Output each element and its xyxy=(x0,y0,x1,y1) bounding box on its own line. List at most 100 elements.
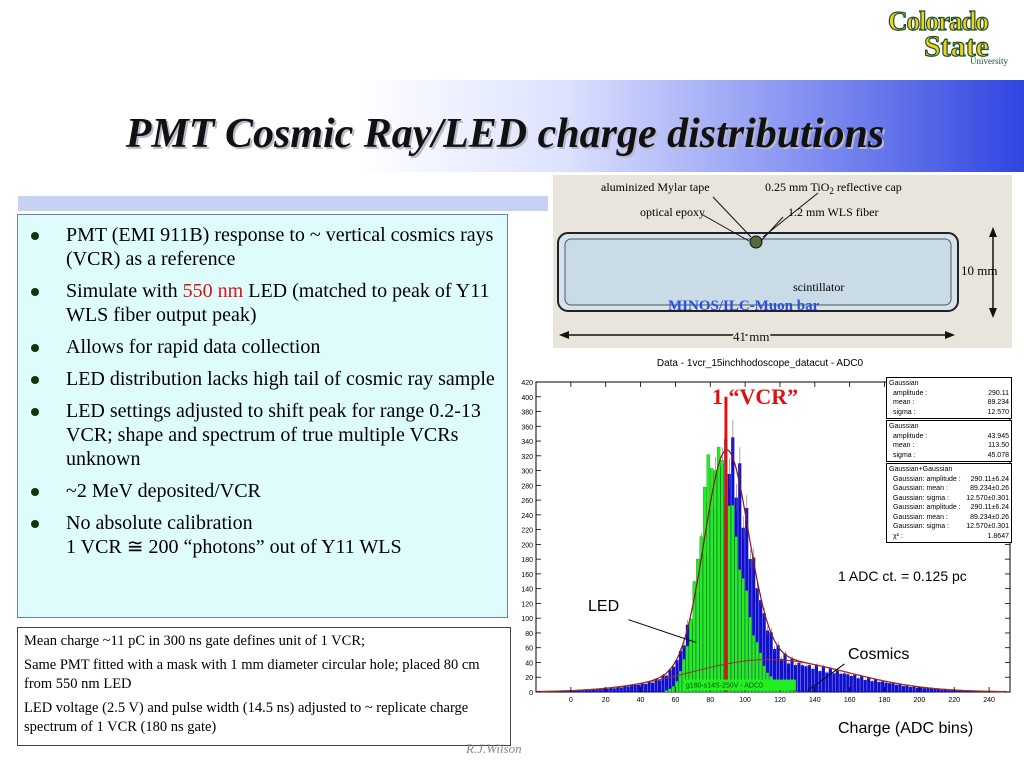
cosmics-bar xyxy=(877,682,881,692)
cosmics-bar xyxy=(605,688,609,692)
led-bar xyxy=(762,665,766,693)
x-tick-label: 100 xyxy=(739,697,751,704)
logo-line-3: University xyxy=(970,56,1008,66)
wls-fiber-icon xyxy=(749,235,763,249)
led-bar xyxy=(741,578,745,693)
cosmics-bar xyxy=(567,690,571,692)
cosmics-bar xyxy=(936,689,940,692)
cosmics-bar xyxy=(860,675,864,692)
cosmics-bar xyxy=(947,690,951,692)
cosmics-bar xyxy=(922,688,927,692)
cosmics-bar xyxy=(971,691,975,692)
cosmics-bar xyxy=(574,690,578,692)
stat-box-fit: Gaussian+Gaussian Gaussian: amplitude :2… xyxy=(886,463,1012,543)
bullet-dot-icon xyxy=(31,232,39,240)
title-band xyxy=(0,80,1024,172)
bullet-item: No absolute calibration 1 VCR ≅ 200 “phot… xyxy=(18,511,507,559)
x-tick-label: 240 xyxy=(983,697,995,704)
bullet-dot-icon xyxy=(31,520,39,528)
cosmics-bar xyxy=(828,668,832,692)
bullet-text: PMT (EMI 911B) response to ~ vertical co… xyxy=(66,224,494,270)
bullet-text: 1 VCR ≅ 200 “photons” out of Y11 WLS xyxy=(66,536,402,558)
vcr-label: 1 “VCR” xyxy=(712,384,799,409)
stat-row: Gaussian: mean :89.234±0.26 xyxy=(893,513,1009,521)
cosmics-leader xyxy=(807,663,845,691)
cosmics-bar xyxy=(894,684,899,692)
cosmics-bar xyxy=(919,687,923,692)
plot-title: Data - 1vcr_15inchhodoscope_datacut - AD… xyxy=(656,358,864,369)
stat-title: Gaussian xyxy=(889,423,919,430)
y-tick-label: 160 xyxy=(521,572,533,579)
cosmics-bar xyxy=(832,673,836,692)
y-tick-label: 120 xyxy=(521,601,533,608)
label-mylar: aluminized Mylar tape xyxy=(601,180,710,194)
cosmics-bar xyxy=(668,669,672,692)
y-tick-label: 220 xyxy=(521,528,533,535)
cosmics-bar xyxy=(612,688,616,692)
bullet-item: Simulate with 550 nm LED (matched to pea… xyxy=(18,279,507,327)
led-bar xyxy=(713,470,717,693)
led-bar xyxy=(668,688,672,693)
cosmics-bar xyxy=(654,678,658,692)
cosmics-bar xyxy=(905,685,909,692)
led-leader xyxy=(628,619,697,644)
x-tick-label: 120 xyxy=(774,697,786,704)
cosmics-bar xyxy=(626,686,630,692)
stat-box-gauss2: Gaussian amplitude :43.945 mean :113.50 … xyxy=(886,420,1012,462)
y-tick-label: 0 xyxy=(529,690,533,697)
y-tick-label: 140 xyxy=(521,587,533,594)
stat-row: Gaussian: amplitude :290.11±6.24 xyxy=(893,475,1009,483)
led-hist-label-bg xyxy=(683,679,796,691)
cosmics-bar xyxy=(842,673,846,692)
epoxy-leader xyxy=(702,214,750,242)
stat-row: χ² :1.8647 xyxy=(893,532,1009,540)
cosmics-bar xyxy=(797,662,801,692)
arrow-left-icon xyxy=(559,331,569,339)
cosmics-bar xyxy=(661,675,665,692)
bullet-text: LED distribution lacks high tail of cosm… xyxy=(66,368,495,390)
notes-box: Mean charge ~11 pC in 300 ns gate define… xyxy=(17,627,511,746)
cosmics-bar xyxy=(912,686,916,692)
y-tick-label: 40 xyxy=(525,660,533,667)
bullet-item: Allows for rapid data collection xyxy=(18,335,507,359)
cosmics-bar xyxy=(762,613,766,692)
bullet-dot-icon xyxy=(31,488,39,496)
y-tick-label: 100 xyxy=(521,616,533,623)
cosmics-bar xyxy=(623,686,627,692)
bullet-item: LED distribution lacks high tail of cosm… xyxy=(18,367,507,391)
x-tick-label: 0 xyxy=(569,697,573,704)
cosmics-bar xyxy=(570,690,575,692)
led-bar xyxy=(664,690,668,693)
led-bar xyxy=(696,558,700,693)
y-tick-label: 80 xyxy=(525,631,533,638)
stat-row: mean :89.234 xyxy=(893,399,1009,406)
bullet-dot-icon xyxy=(31,344,39,352)
cosmics-bar xyxy=(602,688,606,692)
stat-row: Gaussian: mean :89.234±0.26 xyxy=(893,485,1009,492)
decorative-rule xyxy=(18,196,548,211)
cosmics-bar xyxy=(630,685,634,692)
y-tick-label: 200 xyxy=(521,542,533,549)
fit-curve-wide xyxy=(536,659,1007,693)
led-bar xyxy=(731,505,735,693)
y-tick-label: 360 xyxy=(521,424,533,431)
logo-line-2: State xyxy=(923,29,989,63)
led-bar xyxy=(717,447,721,693)
bullet-text: Allows for rapid data collection xyxy=(66,336,321,358)
stat-row: Gaussian: sigma :12.570±0.301 xyxy=(893,494,1009,502)
cosmics-bar xyxy=(856,678,860,692)
label-tio2: 0.25 mm TiO2 reflective cap xyxy=(765,180,902,196)
cosmics-bar xyxy=(811,668,815,692)
cosmics-bar xyxy=(943,689,947,692)
adc-note: 1 ADC ct. = 0.125 pc xyxy=(838,568,967,584)
cosmics-bar xyxy=(807,665,812,692)
cosmics-bar xyxy=(773,648,777,692)
led-bar xyxy=(675,681,679,693)
led-bar xyxy=(710,468,714,693)
y-tick-label: 420 xyxy=(521,380,533,387)
x-tick-label: 200 xyxy=(914,697,926,704)
led-bar xyxy=(678,670,682,693)
diagram-caption: MINOS/ILC-Muon bar xyxy=(668,298,820,314)
y-tick-label: 20 xyxy=(525,675,533,682)
led-bar xyxy=(758,652,763,693)
